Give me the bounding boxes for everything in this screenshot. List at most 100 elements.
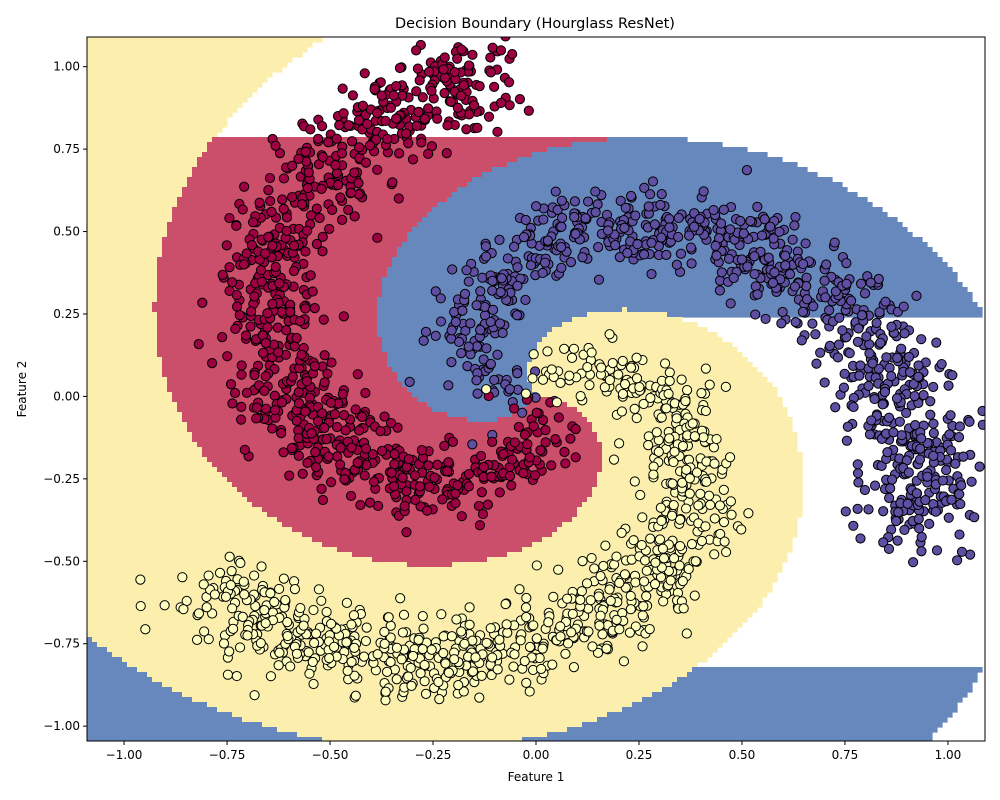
scatter-point <box>678 603 689 614</box>
scatter-point <box>641 591 652 602</box>
scatter-point <box>841 278 852 289</box>
decision-region-cell <box>87 512 268 518</box>
scatter-point <box>511 310 523 321</box>
scatter-point <box>683 230 695 241</box>
scatter-point <box>888 427 899 438</box>
scatter-point <box>267 240 278 251</box>
scatter-point <box>388 90 399 101</box>
decision-region-cell <box>87 92 253 98</box>
decision-region-cell <box>87 447 203 453</box>
scatter-point <box>334 120 345 131</box>
scatter-point <box>635 489 646 501</box>
scatter-point <box>458 80 469 91</box>
scatter-point <box>768 233 779 244</box>
scatter-point <box>677 440 689 452</box>
scatter-point <box>316 595 327 606</box>
scatter-point <box>840 506 851 517</box>
scatter-point <box>293 153 304 165</box>
scatter-point <box>415 668 426 679</box>
scatter-point <box>335 442 346 453</box>
scatter-point <box>703 490 715 501</box>
scatter-point <box>430 286 441 297</box>
scatter-point <box>893 507 904 518</box>
scatter-point <box>464 602 475 613</box>
scatter-point <box>650 557 661 568</box>
scatter-point <box>314 212 325 224</box>
scatter-point <box>453 680 464 691</box>
decision-region-cell <box>87 47 308 53</box>
scatter-point <box>815 347 826 358</box>
scatter-point <box>324 653 335 664</box>
decision-region-cell <box>87 217 173 223</box>
decision-region-cell <box>87 142 208 148</box>
scatter-point <box>916 334 927 345</box>
scatter-point <box>869 480 881 491</box>
scatter-point <box>589 563 600 574</box>
decision-region-cell <box>547 147 748 153</box>
scatter-point <box>928 381 939 393</box>
scatter-point <box>494 318 506 329</box>
scatter-point <box>452 53 463 64</box>
scatter-point <box>329 641 340 652</box>
scatter-point <box>345 490 357 502</box>
scatter-point <box>291 332 302 344</box>
decision-region-cell <box>87 127 223 133</box>
scatter-point <box>765 221 776 232</box>
scatter-point <box>354 425 365 436</box>
scatter-point <box>689 221 700 232</box>
scatter-point <box>463 276 474 287</box>
scatter-point <box>718 204 729 215</box>
scatter-point <box>569 211 580 223</box>
scatter-point <box>673 212 684 224</box>
scatter-point <box>821 259 832 270</box>
decision-region-cell <box>87 617 748 623</box>
scatter-point <box>224 212 235 224</box>
decision-region-cell <box>87 732 298 738</box>
decision-region-cell <box>217 707 623 713</box>
scatter-point <box>666 510 678 521</box>
scatter-point <box>193 339 204 350</box>
scatter-point <box>646 237 657 248</box>
decision-region-cell <box>87 387 168 393</box>
scatter-point <box>269 405 281 416</box>
decision-region-cell <box>87 112 233 118</box>
decision-region-cell <box>87 367 163 373</box>
scatter-point <box>372 107 383 119</box>
decision-region-cell <box>87 417 183 423</box>
scatter-point <box>478 354 489 365</box>
scatter-point <box>396 654 407 665</box>
scatter-point <box>502 253 513 264</box>
scatter-point <box>443 457 454 468</box>
scatter-point <box>423 103 434 114</box>
scatter-point <box>206 358 218 369</box>
scatter-point <box>241 387 253 398</box>
scatter-point <box>413 634 424 645</box>
scatter-point <box>291 415 302 426</box>
scatter-point <box>969 512 980 523</box>
decision-region-cell <box>192 432 598 438</box>
scatter-point <box>317 246 328 257</box>
scatter-point <box>281 325 292 336</box>
scatter-point <box>349 670 360 681</box>
scatter-point <box>286 442 297 454</box>
scatter-point <box>311 462 322 473</box>
scatter-point <box>542 235 554 246</box>
scatter-point <box>882 447 893 458</box>
scatter-point <box>273 660 284 671</box>
decision-region-cell <box>587 312 668 318</box>
decision-region-cell <box>277 727 568 733</box>
decision-region-cell <box>87 482 233 488</box>
decision-region-cell <box>182 192 453 198</box>
scatter-point <box>866 415 877 426</box>
scatter-point <box>638 601 649 612</box>
decision-region-cell <box>87 172 193 178</box>
scatter-point <box>343 204 354 215</box>
scatter-point <box>456 348 467 359</box>
scatter-point <box>749 251 760 262</box>
decision-region-cell <box>277 517 573 523</box>
decision-region-cell <box>87 192 183 198</box>
scatter-point <box>446 631 458 642</box>
scatter-point <box>595 610 606 621</box>
decision-region-cell <box>407 387 533 393</box>
decision-region-cell <box>652 692 968 698</box>
